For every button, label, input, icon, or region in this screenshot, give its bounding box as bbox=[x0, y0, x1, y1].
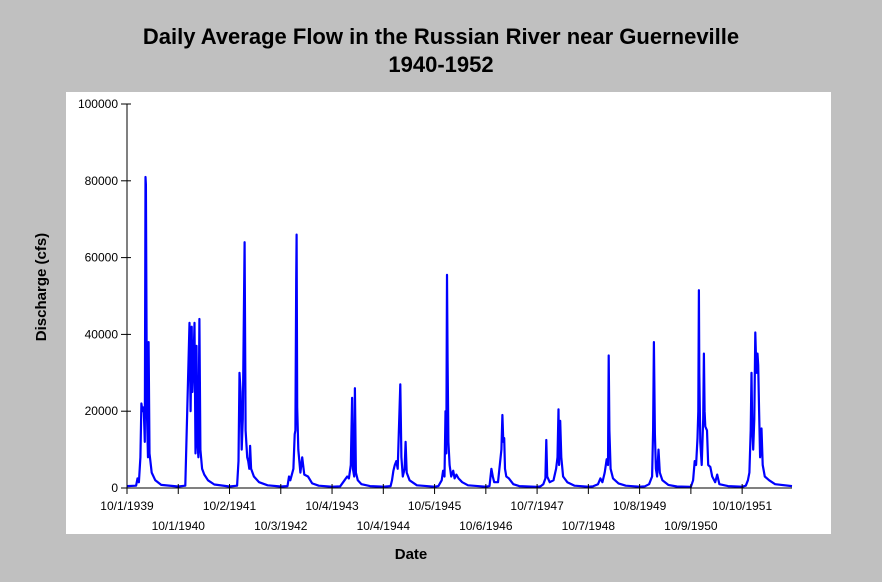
x-axis-title: Date bbox=[395, 546, 428, 563]
x-tick-label: 10/7/1947 bbox=[510, 499, 564, 513]
y-tick-label: 80000 bbox=[85, 174, 119, 188]
x-tick-label: 10/6/1946 bbox=[459, 519, 513, 533]
y-axis-title: Discharge (cfs) bbox=[33, 233, 50, 341]
x-tick-label: 10/4/1943 bbox=[305, 499, 359, 513]
x-tick-label: 10/9/1950 bbox=[664, 519, 718, 533]
x-tick-label: 10/8/1949 bbox=[613, 499, 667, 513]
series-line bbox=[126, 175, 793, 488]
x-tick-label: 10/5/1945 bbox=[408, 499, 462, 513]
y-tick-label: 40000 bbox=[85, 327, 119, 341]
axes-layer: 0 20000 40000 60000 80000 100000 10/1/1939 10/1… bbox=[78, 97, 792, 533]
chart-subtitle: 1940-1952 bbox=[388, 52, 494, 77]
y-tick-label: 60000 bbox=[85, 251, 119, 265]
y-tick-label: 0 bbox=[111, 481, 118, 495]
x-tick-label: 10/2/1941 bbox=[203, 499, 257, 513]
chart-title: Daily Average Flow in the Russian River … bbox=[142, 24, 740, 49]
x-tick-label: 10/3/1942 bbox=[254, 519, 308, 533]
y-tick-label: 20000 bbox=[85, 404, 119, 418]
series-layer bbox=[126, 175, 793, 488]
plot-area bbox=[66, 92, 831, 534]
x-tick-label: 10/10/1951 bbox=[712, 499, 772, 513]
x-tick-label: 10/7/1948 bbox=[562, 519, 616, 533]
x-tick-label: 10/1/1940 bbox=[152, 519, 206, 533]
x-tick-label: 10/4/1944 bbox=[357, 519, 411, 533]
y-tick-label: 100000 bbox=[78, 97, 118, 111]
x-tick-label: 10/1/1939 bbox=[100, 499, 154, 513]
